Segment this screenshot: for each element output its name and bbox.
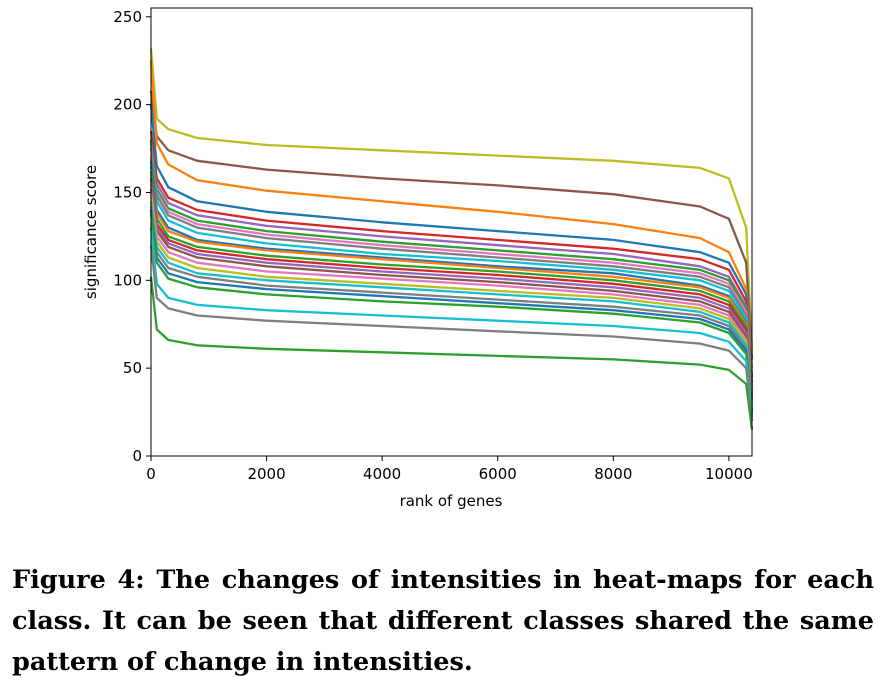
series-line-1 bbox=[149, 48, 754, 351]
series-line-9 bbox=[149, 143, 754, 390]
figure-caption: Figure 4: The changes of intensities in … bbox=[12, 565, 874, 677]
series-line-10 bbox=[149, 165, 754, 393]
y-tick-label: 100 bbox=[113, 271, 142, 289]
series-line-19 bbox=[149, 201, 754, 409]
x-tick-label: 8000 bbox=[594, 465, 632, 483]
y-axis: 0 50 100 150 200 250 bbox=[113, 8, 151, 465]
series-line-14 bbox=[149, 178, 754, 400]
x-tick-label: 2000 bbox=[247, 465, 285, 483]
series-line-7 bbox=[149, 139, 754, 386]
series-line-20 bbox=[149, 206, 754, 411]
series-line-25 bbox=[149, 276, 754, 430]
series-line-6 bbox=[149, 148, 754, 386]
series-line-17 bbox=[149, 192, 754, 406]
series-line-23 bbox=[149, 227, 754, 418]
y-tick-label: 50 bbox=[123, 359, 142, 377]
x-tick-label: 6000 bbox=[479, 465, 517, 483]
series-line-16 bbox=[149, 188, 754, 404]
series-line-21 bbox=[149, 209, 754, 413]
y-tick-label: 200 bbox=[113, 96, 142, 114]
x-axis: 0 2000 4000 6000 8000 10000 bbox=[146, 456, 753, 483]
x-tick-label: 0 bbox=[146, 465, 156, 483]
series-line-4 bbox=[149, 104, 754, 377]
series-line-2 bbox=[149, 90, 754, 360]
x-tick-label: 10000 bbox=[705, 465, 753, 483]
series-line-22 bbox=[149, 213, 754, 414]
line-chart: 0 2000 4000 6000 8000 10000 0 50 100 150 200 250 r… bbox=[82, 7, 754, 510]
series-line-18 bbox=[149, 195, 754, 407]
y-tick-label: 250 bbox=[113, 8, 142, 26]
x-tick-label: 4000 bbox=[363, 465, 401, 483]
series-line-24 bbox=[149, 245, 754, 422]
series-line-13 bbox=[149, 171, 754, 399]
series-line-3 bbox=[149, 60, 754, 369]
plot-frame bbox=[150, 7, 753, 457]
series-line-12 bbox=[149, 174, 754, 397]
series-line-15 bbox=[149, 183, 754, 402]
series-layer bbox=[149, 48, 754, 430]
y-axis-label: significance score bbox=[82, 165, 100, 299]
y-tick-label: 0 bbox=[132, 447, 142, 465]
series-line-5 bbox=[149, 130, 754, 383]
y-tick-label: 150 bbox=[113, 183, 142, 201]
series-line-8 bbox=[149, 157, 754, 390]
x-axis-label: rank of genes bbox=[400, 492, 503, 510]
